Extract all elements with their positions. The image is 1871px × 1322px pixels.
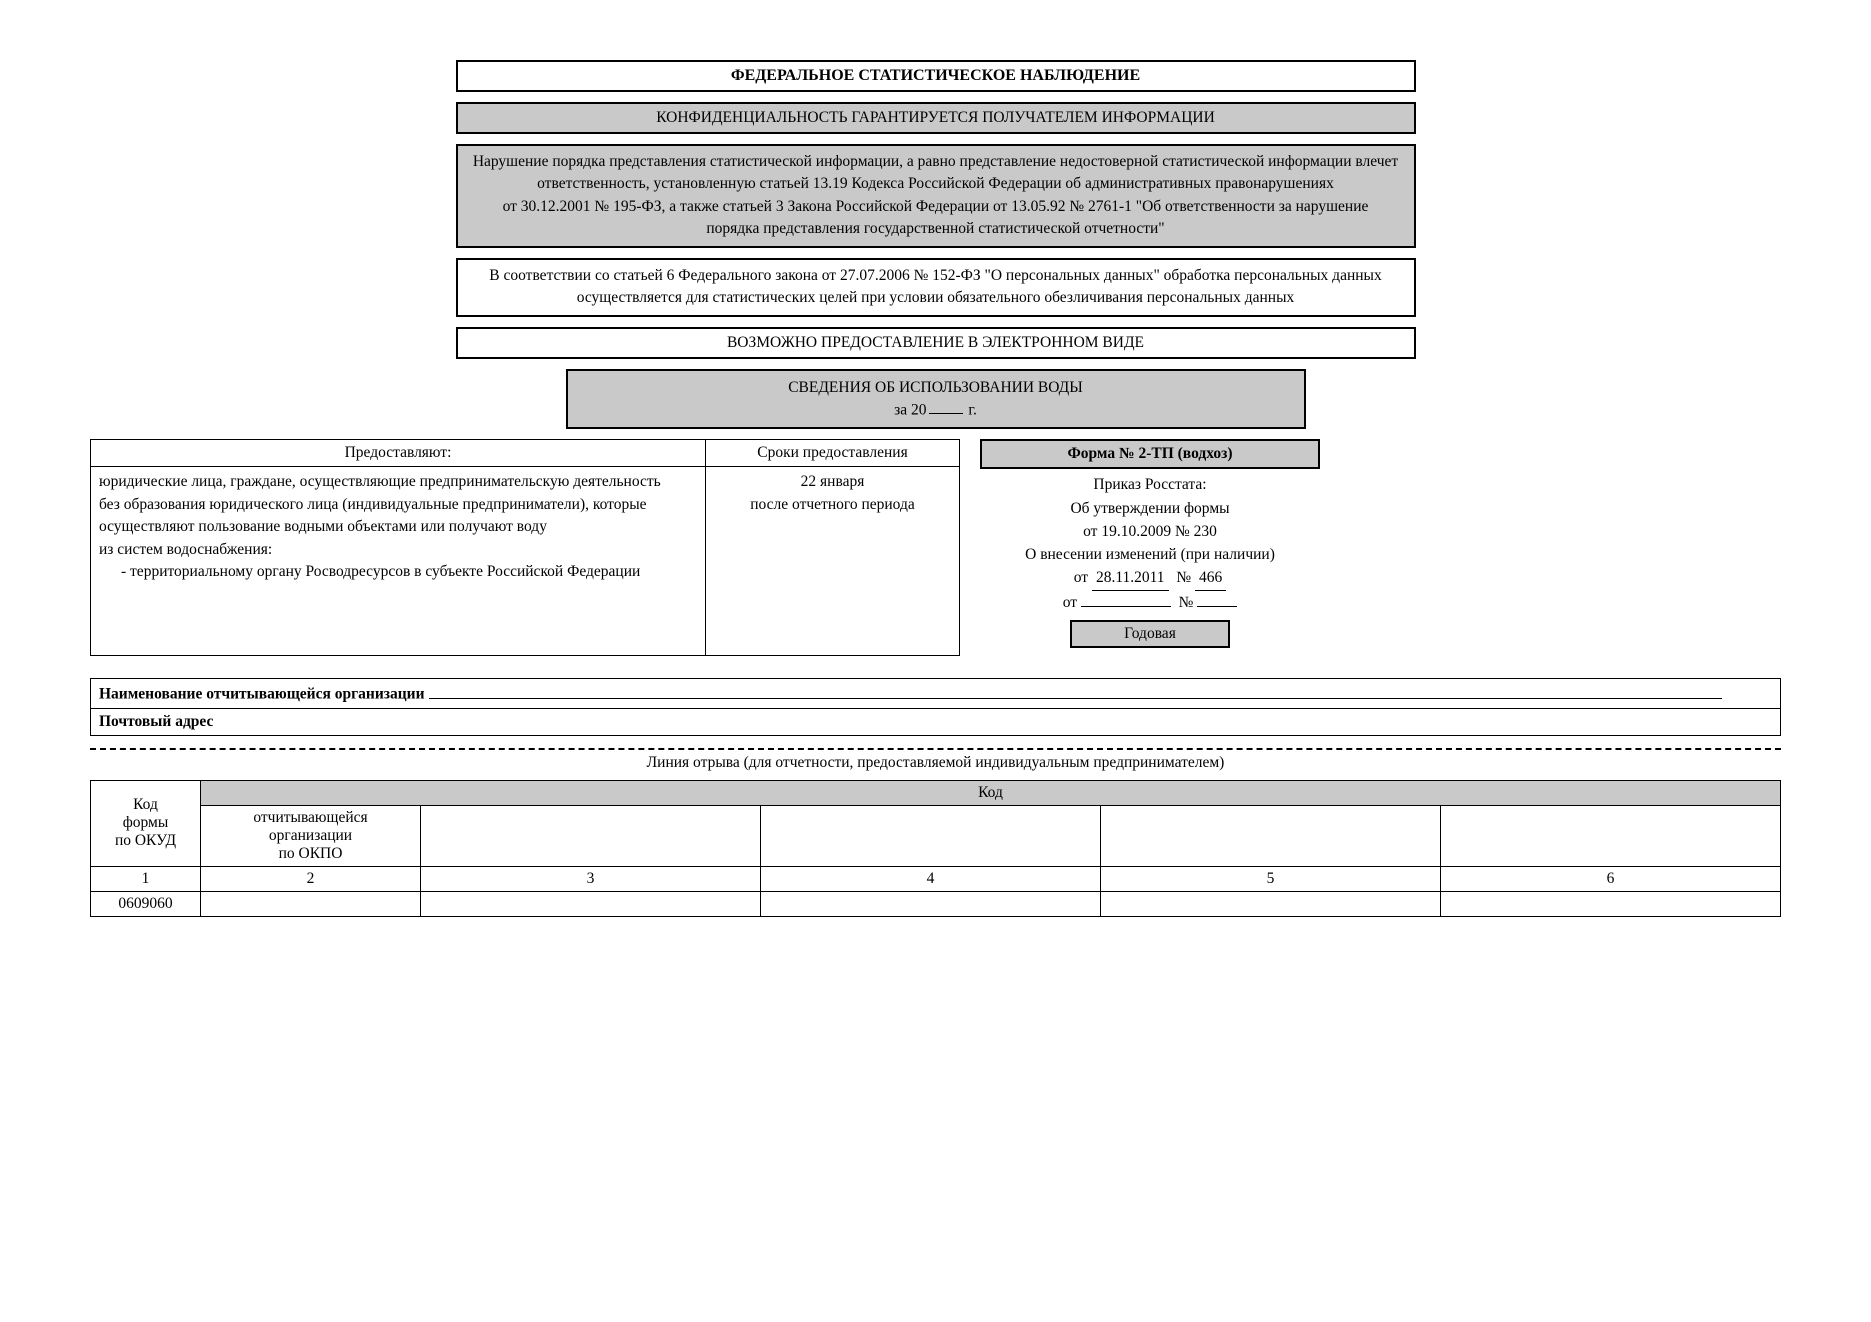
codes-n: 6 [1441,866,1781,891]
tear-label: Линия отрыва (для отчетности, предоставл… [90,754,1781,772]
header-violation: Нарушение порядка представления статисти… [456,144,1416,248]
kod-header: Код [201,780,1781,805]
org-name-blank [429,683,1722,699]
header-svedeniya: СВЕДЕНИЯ ОБ ИСПОЛЬЗОВАНИИ ВОДЫ за 20 г. [566,369,1306,430]
form-utv: Об утверждении формы [1070,500,1229,517]
org-addr-row: Почтовый адрес [91,709,1780,735]
okpo-h-line: отчитывающейся [253,809,367,826]
provide-table: Предоставляют: Сроки предоставления юрид… [90,439,960,656]
violation-line: ответственность, установленную статьей 1… [537,175,1334,192]
header-title: ФЕДЕРАЛЬНОЕ СТАТИСТИЧЕСКОЕ НАБЛЮДЕНИЕ [456,60,1416,92]
okud-h-line: по ОКУД [115,832,176,849]
sved-title: СВЕДЕНИЯ ОБ ИСПОЛЬЗОВАНИИ ВОДЫ [788,379,1083,396]
pdn-line: В соответствии со статьей 6 Федерального… [489,267,1381,284]
header-electronic: ВОЗМОЖНО ПРЕДОСТАВЛЕНИЕ В ЭЛЕКТРОННОМ ВИ… [456,327,1416,359]
tear-line [90,748,1781,750]
form-num2-blank [1197,591,1237,607]
codes-n: 2 [201,866,421,891]
codes-empty [1101,891,1441,916]
okpo-h-line: по ОКПО [279,845,343,862]
codes-n: 3 [421,866,761,891]
codes-sub-blank [1101,805,1441,866]
form-num-label: № [1179,594,1194,611]
pdn-line: осуществляется для статистических целей … [577,289,1294,306]
form-ot-label: от [1074,569,1088,586]
form-date1: 28.11.2011 [1092,566,1169,590]
codes-table: Код формы по ОКУД Код отчитывающейся орг… [90,780,1781,917]
form-izm: О внесении изменений (при наличии) [1025,546,1275,563]
when-line: 22 января [801,473,865,490]
codes-sub-blank [1441,805,1781,866]
col-deadline-header: Сроки предоставления [706,440,960,467]
form-prikaz: Приказ Росстата: [1093,476,1206,493]
form-num-label: № [1176,569,1191,586]
who-line: юридические лица, граждане, осуществляющ… [99,473,661,490]
okud-h-line: Код [133,796,158,813]
codes-empty [421,891,761,916]
violation-line: Нарушение порядка представления статисти… [473,153,1398,170]
codes-sub-blank [761,805,1101,866]
who-line: - территориальному органу Росводресурсов… [99,561,697,583]
mid-block: Предоставляют: Сроки предоставления юрид… [90,439,1781,656]
provide-when: 22 января после отчетного периода [706,467,960,656]
form-number: Форма № 2-ТП (водхоз) [980,439,1320,469]
violation-line: от 30.12.2001 № 195-ФЗ, а также статьей … [503,198,1369,215]
okud-header: Код формы по ОКУД [91,780,201,866]
okud-h-line: формы [123,814,169,831]
when-line: после отчетного периода [750,496,915,513]
form-annual: Годовая [1070,620,1230,648]
org-name-label: Наименование отчитывающейся организации [99,686,425,703]
form-box: Форма № 2-ТП (водхоз) Приказ Росстата: О… [980,439,1320,648]
codes-n: 5 [1101,866,1441,891]
violation-line: порядка представления государственной ст… [706,220,1164,237]
org-box: Наименование отчитывающейся организации … [90,678,1781,736]
codes-empty [761,891,1101,916]
col-provide-header: Предоставляют: [91,440,706,467]
year-blank [929,399,963,415]
okud-value: 0609060 [91,891,201,916]
sved-g: г. [968,401,976,418]
codes-sub-blank [421,805,761,866]
provide-who: юридические лица, граждане, осуществляющ… [91,467,706,656]
form-utv-ot: от 19.10.2009 № 230 [1083,523,1217,540]
okpo-header: отчитывающейся организации по ОКПО [201,805,421,866]
who-line: из систем водоснабжения: [99,541,272,558]
who-line: без образования юридического лица (индив… [99,496,647,513]
codes-empty [201,891,421,916]
okpo-h-line: организации [269,827,352,844]
org-name-row: Наименование отчитывающейся организации [91,679,1780,709]
form-date2-blank [1081,591,1171,607]
form-num1: 466 [1195,566,1226,590]
codes-empty [1441,891,1781,916]
codes-n: 4 [761,866,1101,891]
codes-n: 1 [91,866,201,891]
who-line: осуществляют пользование водными объекта… [99,518,547,535]
form-ot-label: от [1063,594,1077,611]
sved-za: за 20 [894,401,926,418]
header-pdn: В соответствии со статьей 6 Федерального… [456,258,1416,317]
header-confidential: КОНФИДЕНЦИАЛЬНОСТЬ ГАРАНТИРУЕТСЯ ПОЛУЧАТ… [456,102,1416,134]
org-addr-label: Почтовый адрес [99,713,213,730]
